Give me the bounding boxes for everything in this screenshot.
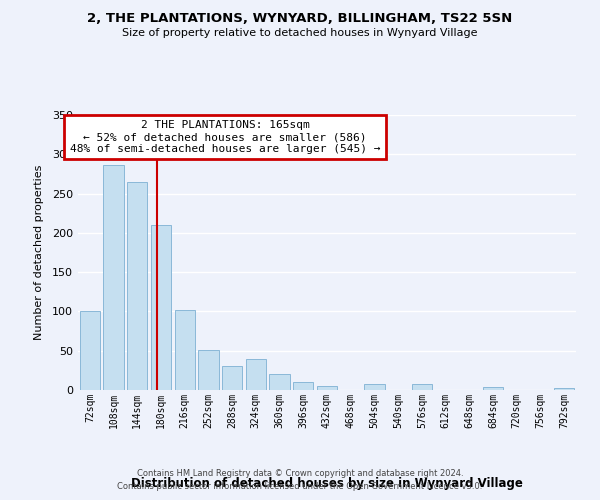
Bar — [293, 382, 313, 390]
Bar — [199, 350, 218, 390]
Bar — [317, 386, 337, 390]
Bar — [151, 225, 171, 390]
Y-axis label: Number of detached properties: Number of detached properties — [34, 165, 44, 340]
Text: 2, THE PLANTATIONS, WYNYARD, BILLINGHAM, TS22 5SN: 2, THE PLANTATIONS, WYNYARD, BILLINGHAM,… — [88, 12, 512, 26]
Text: Size of property relative to detached houses in Wynyard Village: Size of property relative to detached ho… — [122, 28, 478, 38]
Bar — [127, 182, 148, 390]
Bar — [175, 310, 195, 390]
Bar — [269, 374, 290, 390]
X-axis label: Distribution of detached houses by size in Wynyard Village: Distribution of detached houses by size … — [131, 476, 523, 490]
Bar — [103, 164, 124, 390]
Bar — [483, 387, 503, 390]
Bar — [412, 384, 432, 390]
Text: 2 THE PLANTATIONS: 165sqm
← 52% of detached houses are smaller (586)
48% of semi: 2 THE PLANTATIONS: 165sqm ← 52% of detac… — [70, 120, 380, 154]
Bar — [554, 388, 574, 390]
Text: Contains public sector information licensed under the Open Government Licence v3: Contains public sector information licen… — [118, 482, 482, 491]
Bar — [364, 384, 385, 390]
Bar — [80, 312, 100, 390]
Bar — [246, 358, 266, 390]
Text: Contains HM Land Registry data © Crown copyright and database right 2024.: Contains HM Land Registry data © Crown c… — [137, 468, 463, 477]
Bar — [222, 366, 242, 390]
